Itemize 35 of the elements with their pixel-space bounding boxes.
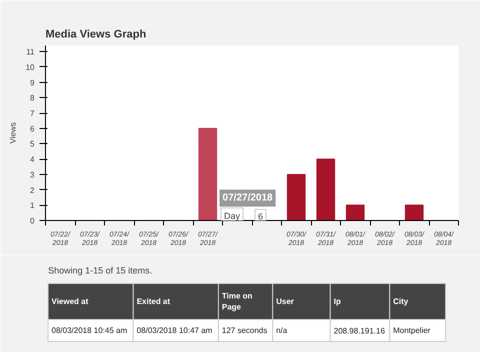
text: Montpelier xyxy=(393,326,431,335)
text: Viewed at xyxy=(52,297,89,306)
annotation: 07/27/2018 xyxy=(222,192,274,204)
y-tick-label: 5 xyxy=(30,140,36,149)
text: Showing 1-15 of 15 items. xyxy=(48,266,152,276)
y-tick-label: 8 xyxy=(30,94,36,103)
text: n/a xyxy=(276,326,288,335)
annotation: Day xyxy=(224,210,241,221)
chart-title: Media Views Graph xyxy=(46,28,146,40)
text: 08/03/2018 10:47 am xyxy=(136,326,213,335)
bar xyxy=(198,128,218,220)
y-tick-label: 7 xyxy=(30,109,36,118)
text: Exited at xyxy=(136,297,170,306)
text: 127 seconds xyxy=(222,326,268,335)
bar xyxy=(404,204,424,220)
y-tick-label: 2 xyxy=(30,186,36,195)
y-tick-label: 9 xyxy=(30,78,36,88)
y-tick-label: 4 xyxy=(30,155,36,164)
bar xyxy=(316,158,336,220)
text: City xyxy=(393,297,409,306)
annotation: 6 xyxy=(258,211,263,222)
text: 208.98.191.16 xyxy=(334,326,386,336)
y-axis-title: Views xyxy=(8,122,18,144)
y-tick-label: 1 xyxy=(30,201,36,210)
text: Time on Page xyxy=(222,292,253,312)
bar xyxy=(286,174,306,220)
y-tick-label: 11 xyxy=(26,48,36,57)
text: Ip xyxy=(334,297,341,306)
y-tick-label: 0 xyxy=(30,216,36,226)
y-tick-label: 10 xyxy=(26,62,36,72)
text: 08/03/2018 10:45 am xyxy=(52,326,128,335)
y-tick-label: 3 xyxy=(30,170,36,180)
bar xyxy=(346,204,365,220)
y-tick-label: 6 xyxy=(30,124,36,134)
text: User xyxy=(276,297,294,306)
